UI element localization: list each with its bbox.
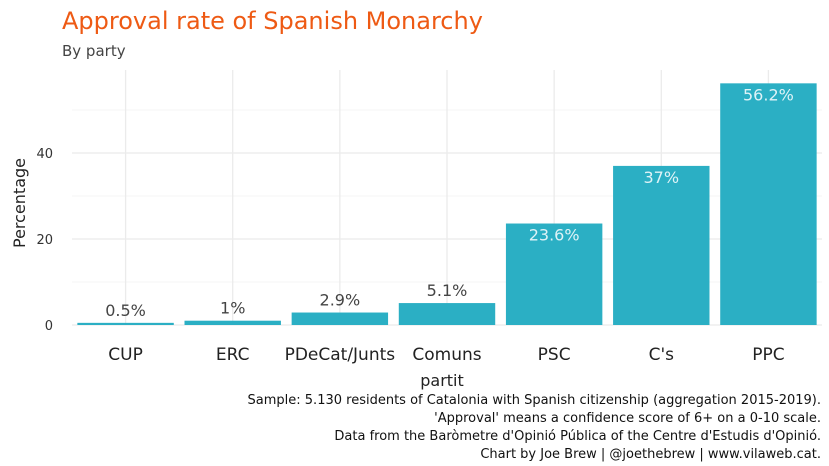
- data-label: 0.5%: [105, 301, 146, 320]
- chart-caption: Sample: 5.130 residents of Catalonia wit…: [248, 392, 821, 464]
- data-label: 56.2%: [743, 85, 794, 104]
- bar: [184, 320, 281, 325]
- x-axis-ticks: CUP ERC PDeCat/Junts Comuns PSC C's PPC: [108, 345, 784, 365]
- bar: [720, 83, 817, 325]
- caption-line: 'Approval' means a confidence score of 6…: [434, 411, 821, 426]
- bar: [613, 165, 710, 325]
- x-tick-label: PPC: [752, 345, 784, 365]
- bar: [291, 312, 389, 325]
- data-labels: 0.5% 1% 2.9% 5.1% 23.6% 37% 56.2%: [105, 85, 794, 320]
- y-axis-ticks: 0 20 40: [36, 147, 53, 334]
- bar: [77, 322, 174, 325]
- bars: [77, 83, 817, 325]
- caption-line: Data from the Baròmetre d'Opinió Pública…: [334, 429, 821, 444]
- bar: [398, 303, 496, 325]
- y-tick-label: 40: [36, 147, 53, 162]
- y-axis-title: Percentage: [10, 158, 29, 248]
- chart-title: Approval rate of Spanish Monarchy: [62, 7, 483, 35]
- x-tick-label: PDeCat/Junts: [285, 345, 396, 365]
- x-tick-label: Comuns: [412, 345, 481, 365]
- caption-line: Chart by Joe Brew | @joethebrew | www.vi…: [480, 447, 821, 462]
- y-tick-label: 0: [45, 319, 53, 334]
- y-tick-label: 20: [36, 233, 53, 248]
- x-tick-label: PSC: [538, 345, 571, 365]
- bar-chart: 0.5% 1% 2.9% 5.1% 23.6% 37% 56.2% 0 20 40 CUP ERC…: [10, 70, 822, 390]
- data-label: 37%: [644, 168, 680, 187]
- data-label: 1%: [220, 299, 245, 318]
- data-label: 5.1%: [427, 281, 468, 300]
- x-tick-label: ERC: [216, 345, 250, 365]
- bar: [505, 223, 603, 325]
- x-axis-title: partit: [420, 371, 464, 390]
- data-label: 23.6%: [529, 226, 580, 245]
- x-tick-label: CUP: [108, 345, 143, 365]
- data-label: 2.9%: [320, 291, 361, 310]
- caption-line: Sample: 5.130 residents of Catalonia wit…: [247, 393, 821, 408]
- x-tick-label: C's: [649, 345, 675, 365]
- chart-subtitle: By party: [62, 42, 126, 60]
